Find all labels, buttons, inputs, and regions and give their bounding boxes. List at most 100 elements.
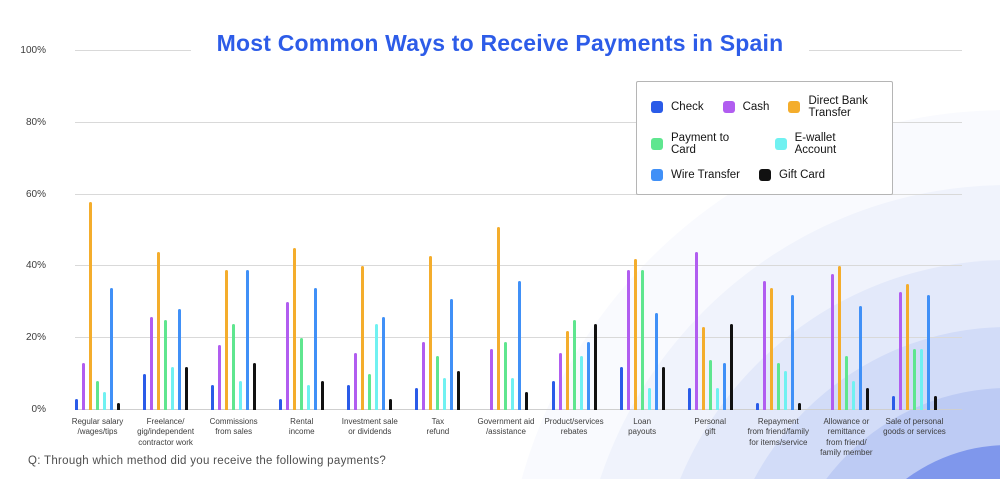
y-tick-label-0: 0% [31,404,46,415]
bar-cash [558,352,562,410]
bar-wire-transfer [314,287,318,410]
bar-wire-transfer [110,287,113,410]
bar-gift-card [661,366,665,410]
x-label-slot: Freelance/ gig/independent contractor wo… [137,417,194,451]
bar-e-wallet-account [103,392,106,410]
bar-check [755,402,759,410]
bar-check [143,374,147,410]
bar-wire-transfer [790,295,794,410]
bar-cash [490,348,494,410]
bar-cash [286,302,290,410]
bar-wire-transfer [926,295,930,410]
legend-item-wire-transfer: Wire Transfer [651,169,740,181]
bar-gift-card [593,323,597,410]
gridline-60 [75,193,962,195]
bar-payment-to-card [776,363,780,410]
bar-cash [898,291,902,410]
bar-cluster-1 [75,51,120,410]
bar-cash [626,270,630,410]
legend-label: Check [671,101,704,113]
chart-title: Most Common Ways to Receive Payments in … [190,30,810,57]
bar-e-wallet-account [307,384,311,410]
y-axis-tick-labels: 0% 20% 40% 60% 80% 100% [0,45,46,415]
bar-cash [830,273,834,410]
bar-gift-card [797,402,801,410]
bar-check [687,388,691,410]
legend-item-cash: Cash [722,95,770,119]
bar-payment-to-card [436,356,440,410]
bar-direct-bank-transfer [905,284,909,410]
bar-e-wallet-account [783,370,787,410]
bar-e-wallet-account [647,388,651,410]
bar-e-wallet-account [239,381,243,410]
bar-cluster-8 [551,51,597,410]
x-label-slot: Allowance or remittance from friend/ fam… [820,417,872,457]
bar-payment-to-card [640,270,644,410]
legend-label: Cash [742,101,770,113]
gridline-80 [75,121,962,123]
x-axis-category-labels: Regular salary /wages/tips Freelance/ gig… [72,417,946,457]
legend-item-e-wallet-account: E-wallet Account [774,132,878,156]
bar-gift-card [389,399,393,410]
legend-item-gift-card: Gift Card [759,169,825,181]
legend-row: Wire Transfer Gift Card [651,169,878,181]
bar-direct-bank-transfer [633,259,637,410]
legend-swatch-icon [651,138,663,150]
bar-cluster-5 [347,51,393,410]
x-category-label-12: Allowance or remittance from friend/ fam… [820,417,873,458]
bar-check [211,384,215,410]
x-label-slot: Loan payouts [620,417,665,451]
bar-gift-card [321,381,325,410]
y-tick-label-60: 60% [25,188,46,200]
bar-payment-to-card [300,338,304,410]
legend-label: Payment to Card [671,132,730,156]
x-label-slot: Investment sale or dividends [342,417,398,451]
bar-cluster-3 [211,51,257,410]
bar-e-wallet-account [851,381,855,410]
bar-direct-bank-transfer [293,248,297,410]
bar-gift-card [933,395,937,410]
x-category-label-7: Government aid /assistance [477,417,535,437]
legend-item-direct-bank-transfer: Direct Bank Transfer [788,95,878,119]
x-label-slot: Government aid /assistance [478,417,535,451]
bar-wire-transfer [382,316,386,410]
x-category-label-13: Sale of personal goods or services [883,417,946,437]
bar-payment-to-card [96,381,99,410]
bar-cluster-13 [891,51,937,410]
y-tick-label-100: 100% [20,45,46,56]
x-label-slot: Rental income [279,417,324,451]
x-label-slot: Sale of personal goods or services [883,417,946,451]
bar-cluster-2 [143,51,189,410]
x-category-label-8: Product/services rebates [544,417,604,437]
bar-direct-bank-transfer [701,327,705,410]
legend-label: Direct Bank Transfer [808,95,868,119]
x-category-label-2: Freelance/ gig/independent contractor wo… [137,417,195,447]
bar-check [75,399,78,410]
x-label-slot: Commissions from sales [210,417,258,451]
bar-cash [354,352,358,410]
bar-gift-card [865,388,869,410]
bar-cluster-10 [687,51,733,410]
x-category-label-6: Tax refund [426,417,450,437]
bar-cash [694,252,698,410]
x-label-slot: Regular salary /wages/tips [72,417,124,451]
bar-direct-bank-transfer [429,255,433,410]
bar-payment-to-card [572,320,576,410]
x-label-slot: Tax refund [415,417,460,451]
bar-cash [422,341,426,410]
bar-wire-transfer [722,363,726,410]
bar-wire-transfer [450,298,454,410]
x-category-label-9: Loan payouts [628,417,657,437]
bar-wire-transfer [858,305,862,410]
bar-gift-card [525,392,529,410]
bar-cash [150,316,154,410]
legend-box: Check Cash Direct Bank Transfer Payment to … [636,81,893,195]
x-category-label-5: Investment sale or dividends [341,417,398,437]
bar-direct-bank-transfer [497,226,501,410]
bar-payment-to-card [232,323,236,410]
bar-direct-bank-transfer [769,287,773,410]
bar-e-wallet-account [579,356,583,410]
y-tick-label-40: 40% [25,260,46,272]
x-label-slot: Repayment from friend/family for items/s… [748,417,809,451]
legend-row: Check Cash Direct Bank Transfer [651,95,878,119]
